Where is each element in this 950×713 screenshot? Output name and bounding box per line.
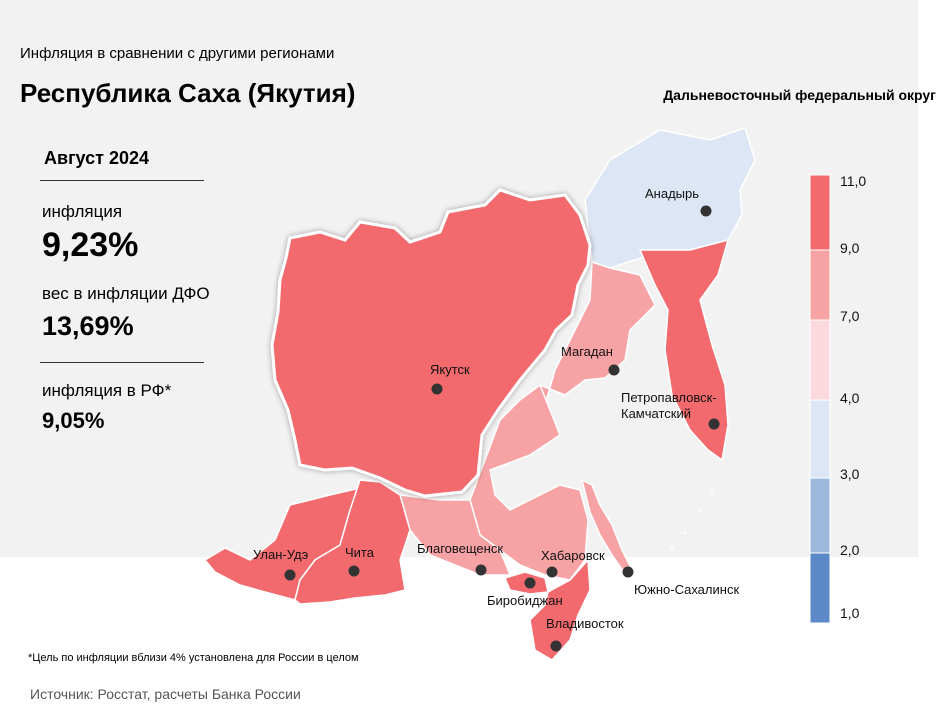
legend-tick-label: 11,0: [840, 173, 866, 189]
divider: [40, 180, 204, 181]
region-khabarovsk: [469, 383, 589, 581]
svg-text:Благовещенск: Благовещенск: [417, 541, 503, 556]
footnote: *Цель по инфляции вблизи 4% установлена …: [28, 652, 359, 664]
legend-tick-label: 3,0: [840, 466, 860, 482]
region-primorsky: [529, 558, 591, 661]
svg-text:Камчатский: Камчатский: [621, 406, 691, 421]
svg-text:Анадырь: Анадырь: [645, 186, 699, 201]
region-yakutia: [270, 188, 592, 498]
svg-text:Биробиджан: Биробиджан: [487, 593, 563, 608]
city-marker-anadyr: Анадырь: [645, 186, 712, 217]
period-label: Август 2024: [44, 148, 149, 168]
region-amur: [398, 494, 512, 576]
svg-text:Южно-Сахалинск: Южно-Сахалинск: [634, 582, 739, 597]
svg-text:Петропавловск-: Петропавловск-: [621, 390, 717, 405]
svg-text:Улан-Удэ: Улан-Удэ: [253, 547, 309, 562]
legend-tick-label: 7,0: [840, 308, 860, 324]
inflation-value: 9,23%: [42, 226, 139, 264]
source-note: Источник: Росстат, расчеты Банка России: [30, 686, 301, 702]
svg-text:Чита: Чита: [345, 545, 375, 560]
district-label: Дальневосточный федеральный округ: [663, 87, 936, 103]
region-zabaikalsky: [294, 479, 411, 605]
kuril-islands: [658, 488, 714, 562]
legend-tick-label: 9,0: [840, 240, 860, 256]
legend-bin: [809, 249, 831, 321]
svg-text:Магадан: Магадан: [561, 344, 613, 359]
city-marker-blagoveshchensk: Благовещенск: [417, 541, 503, 576]
city-marker-ulan-ude: Улан-Удэ: [253, 547, 309, 581]
color-legend: 11,0 9,0 7,0 4,0 3,0 2,0 1,0: [809, 173, 866, 624]
rf-inflation-label: инфляция в РФ*: [42, 381, 172, 400]
legend-tick-label: 2,0: [840, 542, 860, 558]
legend-tick-label: 4,0: [840, 390, 860, 406]
city-marker-magadan: Магадан: [561, 344, 620, 376]
svg-text:Якутск: Якутск: [430, 362, 470, 377]
weight-value: 13,69%: [42, 311, 134, 341]
legend-bin: [809, 399, 831, 479]
inflation-label: инфляция: [42, 202, 123, 221]
legend-bin: [809, 552, 831, 624]
legend-bin: [809, 319, 831, 401]
city-marker-khabarovsk: Хабаровск: [541, 548, 605, 578]
city-marker-yuzhno-sakhalinsk: Южно-Сахалинск: [622, 566, 739, 597]
legend-bin: [809, 477, 831, 554]
city-marker-yakutsk: Якутск: [430, 362, 470, 395]
city-marker-birobidzhan: Биробиджан: [487, 577, 563, 608]
legend-tick-label: 1,0: [840, 605, 860, 621]
city-marker-petropavlovsk: Петропавловск- Камчатский: [621, 390, 720, 430]
city-marker-vladivostok: Владивосток: [546, 616, 624, 652]
divider: [40, 362, 204, 363]
legend-bin: [809, 174, 831, 251]
svg-text:Владивосток: Владивосток: [546, 616, 624, 631]
region-chukotka: [584, 127, 756, 269]
weight-label: вес в инфляции ДФО: [42, 284, 210, 303]
subtitle: Инфляция в сравнении с другими регионами: [20, 45, 335, 62]
rf-inflation-value: 9,05%: [42, 408, 105, 433]
svg-text:Хабаровск: Хабаровск: [541, 548, 605, 563]
city-marker-chita: Чита: [345, 545, 375, 577]
page-title: Республика Саха (Якутия): [20, 78, 356, 108]
region-kamchatka: [638, 238, 730, 462]
